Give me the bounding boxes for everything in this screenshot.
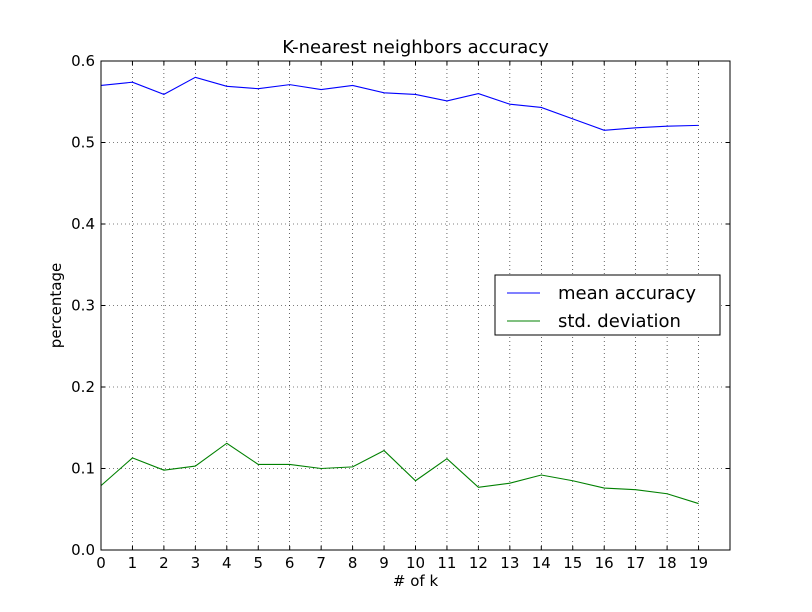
x-tick-label: 1 — [128, 554, 138, 572]
y-tick-label: 0.1 — [71, 460, 95, 478]
x-tick-label: 6 — [285, 554, 295, 572]
x-tick-label: 9 — [379, 554, 389, 572]
x-tick-label: 17 — [626, 554, 645, 572]
y-tick-label: 0.2 — [71, 378, 95, 396]
x-tick-label: 12 — [469, 554, 488, 572]
legend-label-2: std. deviation — [558, 311, 681, 332]
data-series — [100, 76, 699, 505]
x-tick-label: 2 — [159, 554, 169, 572]
x-tick-label: 5 — [253, 554, 263, 572]
x-tick-label: 15 — [563, 554, 582, 572]
x-tick-label: 11 — [437, 554, 456, 572]
x-tick-label: 10 — [406, 554, 425, 572]
x-tick-label: 14 — [532, 554, 551, 572]
x-tick-label: 3 — [191, 554, 201, 572]
y-tick-label: 0.6 — [71, 52, 95, 70]
y-tick-label: 0.5 — [71, 134, 95, 152]
y-tick-label: 0.0 — [71, 541, 95, 559]
x-tick-label: 16 — [595, 554, 614, 572]
y-tick-label: 0.3 — [71, 297, 95, 315]
axis-ticks: 0 1 2 3 4 5 6 7 8 9 10 11 12 13 14 15 16 17 18 190.00.10.20… — [71, 52, 730, 572]
legend-label-1: mean accuracy — [558, 283, 696, 304]
x-tick-label: 0 — [96, 554, 106, 572]
x-tick-label: 4 — [222, 554, 232, 572]
series-line-2 — [100, 442, 699, 505]
x-axis-label: # of k — [393, 572, 439, 590]
legend: mean accuracy std. deviation — [494, 274, 721, 336]
x-tick-label: 19 — [689, 554, 708, 572]
y-axis-label: percentage — [47, 263, 65, 348]
chart-title: K-nearest neighbors accuracy — [282, 37, 549, 58]
y-tick-label: 0.4 — [71, 215, 95, 233]
series-line-1 — [100, 76, 699, 131]
x-tick-label: 7 — [316, 554, 326, 572]
x-tick-label: 18 — [658, 554, 677, 572]
x-tick-label: 8 — [348, 554, 358, 572]
x-tick-label: 13 — [500, 554, 519, 572]
legend-box — [494, 274, 721, 336]
